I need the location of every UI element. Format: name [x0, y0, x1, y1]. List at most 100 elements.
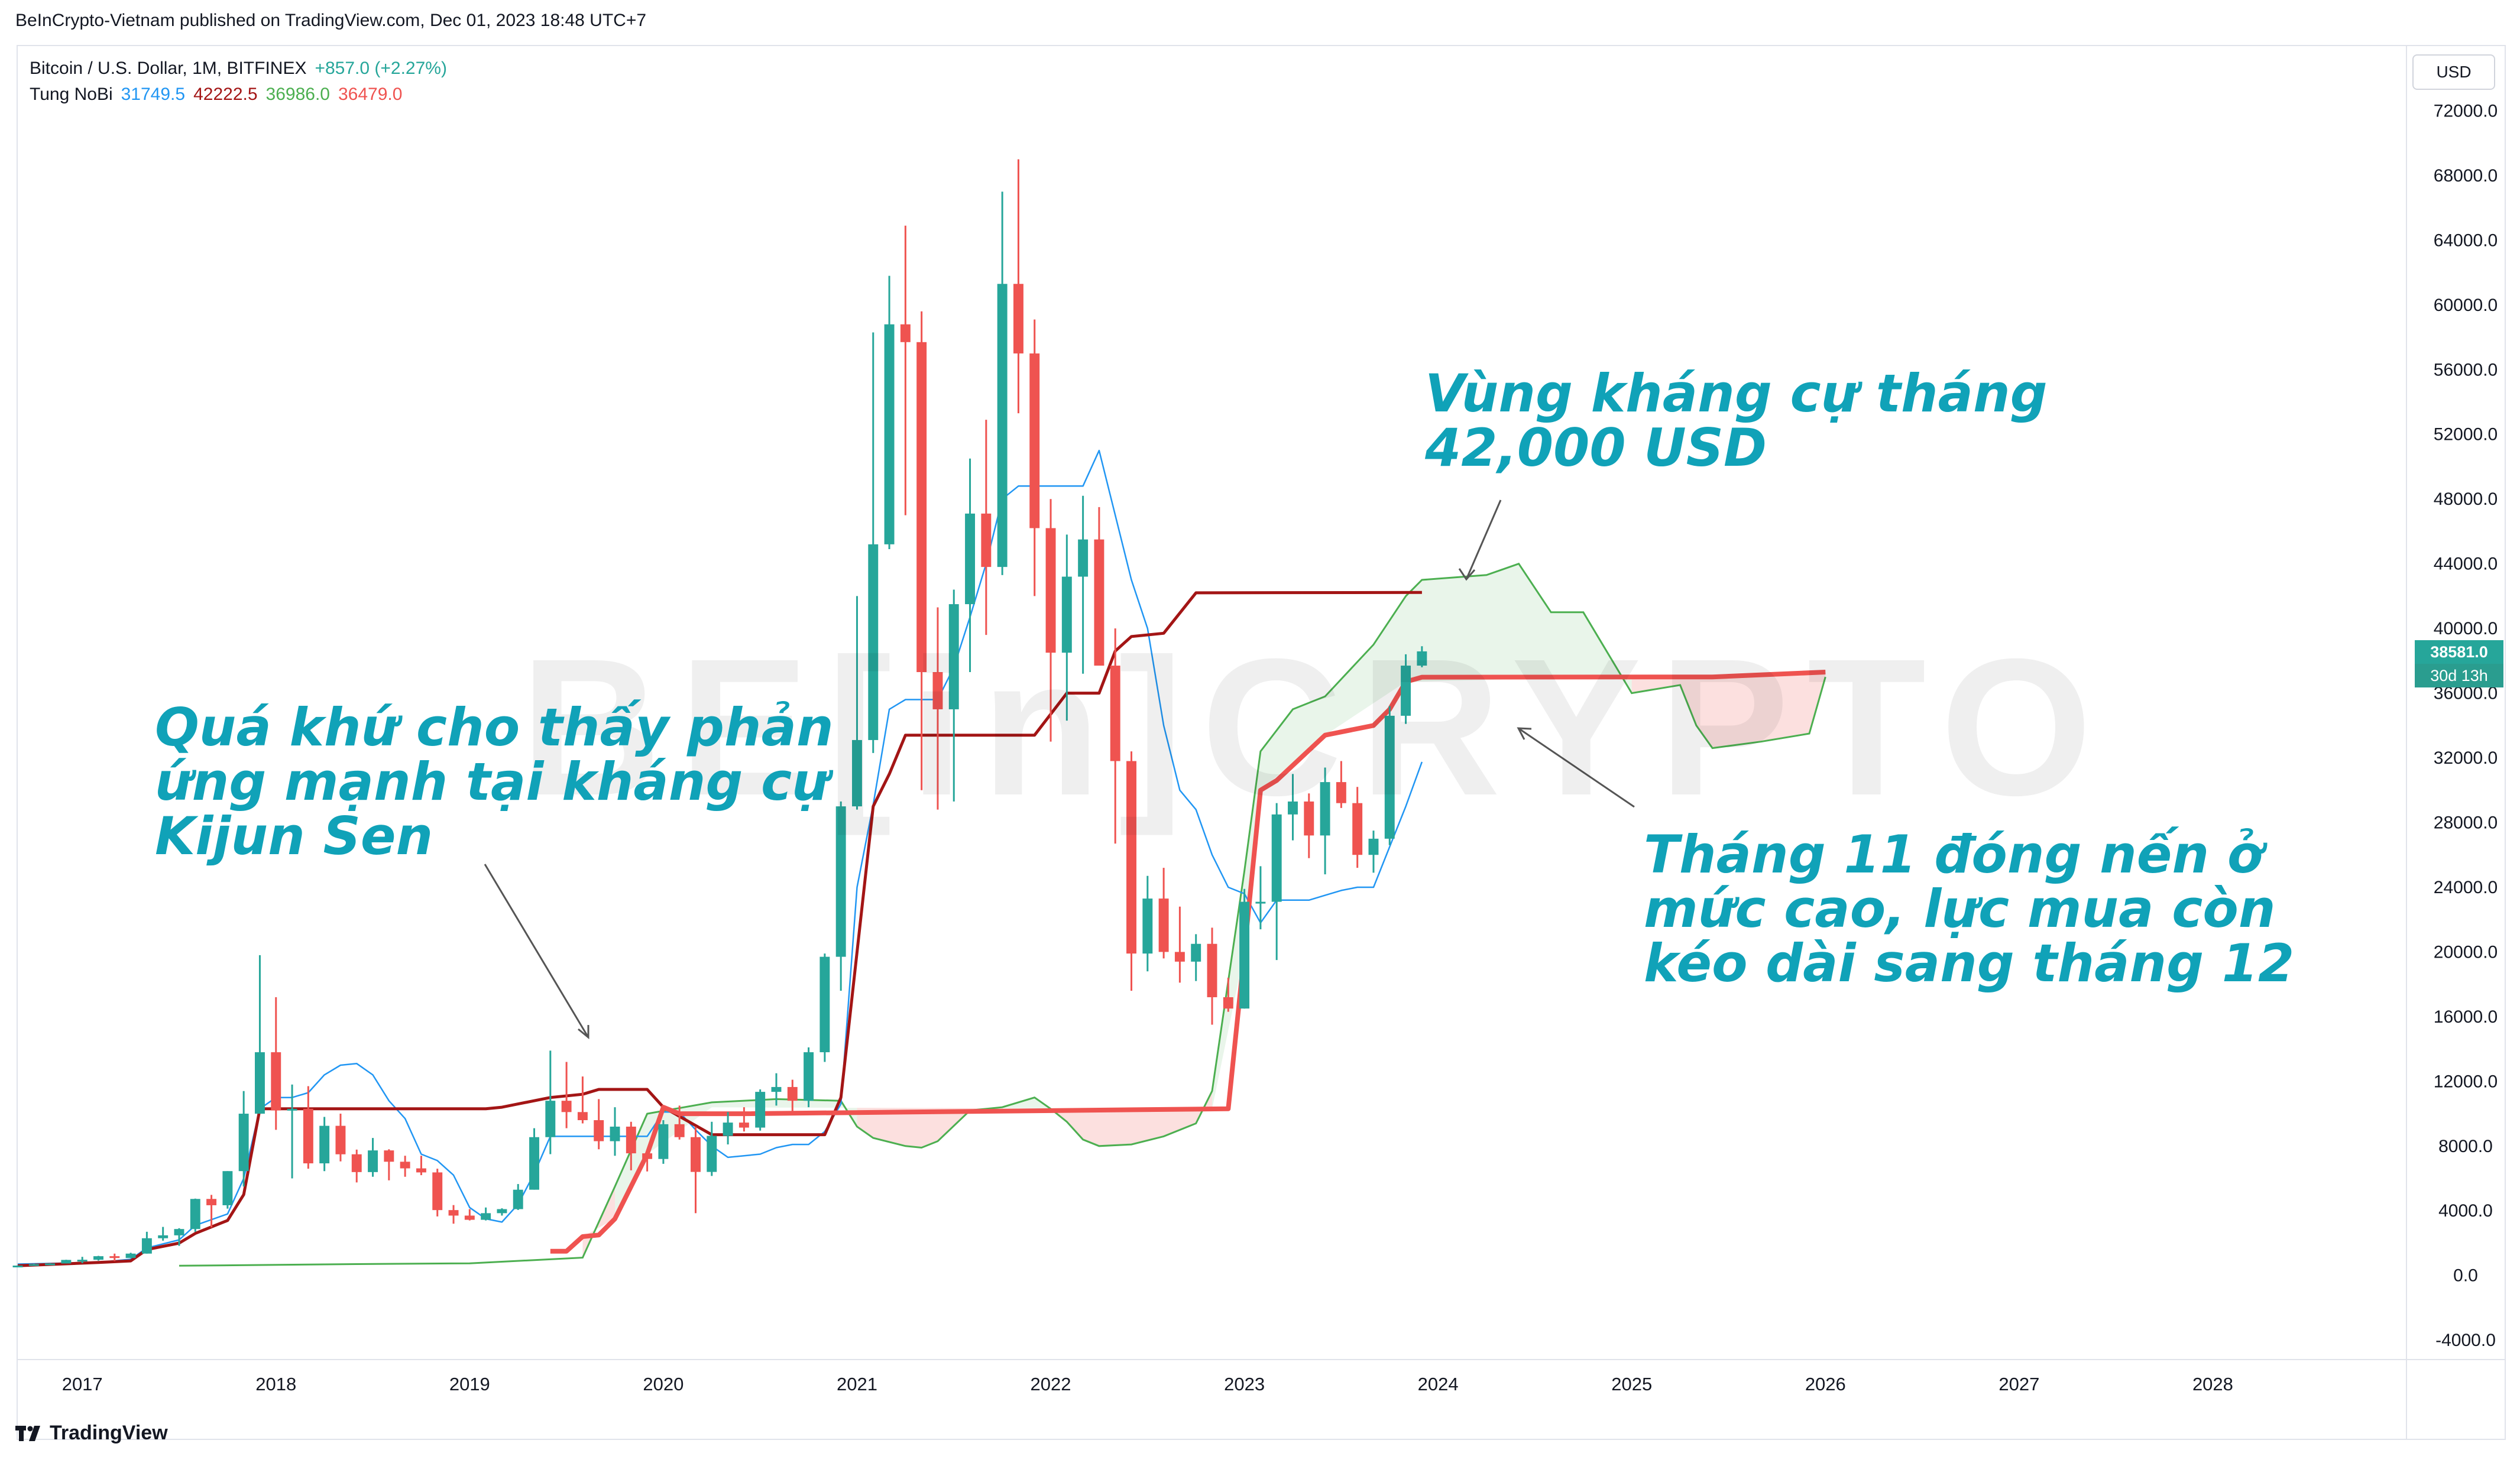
- x-tick-label: 2022: [1031, 1374, 1071, 1394]
- candle-2017-06: [158, 1227, 169, 1241]
- candle-2020-01: [658, 1120, 669, 1164]
- candle-2017-01: [77, 1257, 88, 1263]
- candle-body: [932, 672, 943, 709]
- header-bar: BeInCrypto-Vietnam published on TradingV…: [0, 0, 2520, 45]
- y-tick-label: 48000.0: [2434, 489, 2498, 509]
- last-price-tag: 38581.0: [2415, 640, 2503, 664]
- candle-body: [1174, 952, 1185, 962]
- candle-2021-12: [1029, 319, 1040, 596]
- annotation-november-line-1: Tháng 11 đóng nến ở: [1644, 824, 2263, 885]
- publisher-info: BeInCrypto-Vietnam published on TradingV…: [15, 11, 647, 30]
- candle-body: [965, 513, 976, 605]
- candle-2022-11: [1207, 927, 1217, 1025]
- tradingview-wordmark: TradingView: [50, 1422, 168, 1444]
- watermark: BE[in]CRYPTO: [520, 618, 2110, 836]
- candle-2020-09: [787, 1079, 798, 1115]
- candle-2019-05: [529, 1128, 539, 1190]
- candle-body: [1384, 715, 1395, 839]
- candle-body: [1401, 666, 1411, 716]
- candle-body: [45, 1263, 56, 1266]
- annotation-past: Quá khứ cho thấy phản ứng mạnh tại kháng…: [155, 700, 834, 864]
- y-tick-label: 16000.0: [2434, 1007, 2498, 1027]
- candle-2017-09: [206, 1195, 217, 1228]
- candle-body: [1271, 814, 1282, 902]
- y-tick-label: 4000.0: [2438, 1201, 2493, 1221]
- candle-2022-06: [1126, 751, 1136, 991]
- candle-2020-08: [771, 1073, 782, 1106]
- x-tick-label: 2019: [449, 1374, 490, 1394]
- candle-2017-04: [125, 1253, 136, 1258]
- candle-body: [335, 1125, 346, 1154]
- x-tick-label: 2024: [1418, 1374, 1459, 1394]
- indicator-lines: [17, 449, 1826, 1267]
- candle-2017-08: [190, 1198, 200, 1232]
- candle-2018-06: [351, 1149, 362, 1183]
- candle-2019-09: [594, 1099, 604, 1150]
- candle-2018-04: [319, 1117, 330, 1172]
- candle-body: [190, 1199, 200, 1230]
- annotation-past-line-2: ứng mạnh tại kháng cự: [155, 751, 829, 812]
- candle-2021-05: [916, 311, 927, 790]
- candle-body: [481, 1213, 491, 1220]
- indicator-name[interactable]: Tung NoBi: [30, 85, 113, 104]
- candle-body: [141, 1238, 152, 1254]
- price-change: +857.0 (+2.27%): [315, 59, 447, 78]
- candle-2023-02: [1255, 866, 1266, 930]
- symbol-name[interactable]: Bitcoin / U.S. Dollar, 1M, BITFINEX: [30, 59, 307, 78]
- candle-2019-06: [545, 1050, 556, 1154]
- arrow-november: [1518, 727, 1635, 808]
- countdown-tag: 30d 13h: [2415, 664, 2503, 687]
- candle-2018-12: [448, 1205, 459, 1224]
- annotation-past-line-1: Quá khứ cho thấy phản: [155, 697, 834, 758]
- candle-body: [1061, 576, 1072, 653]
- candle-2016-11: [45, 1263, 56, 1266]
- candle-body: [1029, 353, 1040, 528]
- candle-body: [1288, 801, 1298, 815]
- y-tick-label: 56000.0: [2434, 360, 2498, 379]
- candle-body: [12, 1266, 23, 1268]
- candle-body: [464, 1215, 475, 1220]
- candle-body: [1255, 901, 1266, 904]
- candle-body: [1013, 284, 1023, 353]
- candle-body: [545, 1101, 556, 1137]
- indicator-legend-row: Tung NoBi 31749.5 42222.5 36986.0 36479.0: [30, 82, 455, 108]
- indicator-value-4: 36479.0: [338, 85, 403, 104]
- candle-body: [900, 324, 911, 342]
- candle-2017-02: [93, 1256, 103, 1261]
- y-tick-label: 8000.0: [2438, 1137, 2493, 1156]
- price-axis[interactable]: -4000.0 0.0 4000.0 8000.0 12000.0 16000.0 2000…: [2434, 101, 2498, 1350]
- candle-2018-03: [303, 1086, 313, 1169]
- candle-2019-04: [513, 1184, 523, 1210]
- symbol-legend-row: Bitcoin / U.S. Dollar, 1M, BITFINEX +857.…: [30, 56, 455, 82]
- y-tick-label: 52000.0: [2434, 425, 2498, 445]
- candle-body: [1191, 943, 1201, 962]
- candle-2019-03: [497, 1208, 507, 1216]
- candle-body: [222, 1171, 233, 1205]
- candle-body: [497, 1209, 507, 1214]
- candle-2021-02: [868, 332, 879, 753]
- candle-2018-10: [416, 1156, 426, 1176]
- time-axis[interactable]: 2017 2018 2019 2020 2021 2022 2023 2024 2025 2026…: [62, 1374, 2233, 1394]
- indicator-line-3: [550, 670, 1826, 1254]
- candle-body: [626, 1126, 636, 1154]
- tradingview-logo[interactable]: TradingView: [15, 1422, 168, 1445]
- candle-body: [835, 806, 846, 957]
- candle-body: [771, 1086, 782, 1092]
- candle-2022-05: [1110, 628, 1120, 844]
- y-tick-label: 20000.0: [2434, 942, 2498, 962]
- currency-button[interactable]: USD: [2412, 54, 2495, 90]
- candle-2017-07: [174, 1228, 184, 1246]
- candle-body: [1417, 651, 1427, 666]
- candle-2018-01: [271, 997, 281, 1130]
- candle-2019-01: [464, 1209, 475, 1221]
- candle-2023-06: [1320, 767, 1330, 875]
- candle-body: [884, 324, 895, 544]
- candle-body: [594, 1120, 604, 1141]
- candle-body: [1304, 801, 1314, 836]
- indicator-value-3: 36986.0: [265, 85, 330, 104]
- candle-2023-10: [1384, 706, 1395, 845]
- indicator-value-1: 31749.5: [121, 85, 186, 104]
- candle-2023-11: [1401, 654, 1411, 724]
- y-tick-label: -4000.0: [2435, 1331, 2496, 1350]
- arrow-resistance: [1465, 499, 1502, 580]
